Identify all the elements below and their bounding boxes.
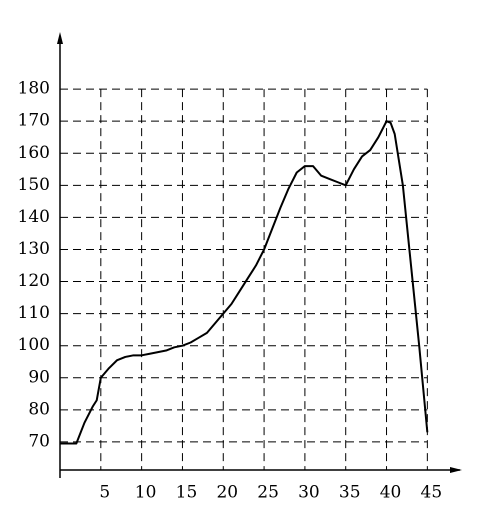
y-tick-label: 150 <box>18 175 50 195</box>
y-tick-label: 170 <box>18 111 50 131</box>
x-tick-label: 5 <box>99 483 110 503</box>
y-tick-label: 100 <box>18 335 50 355</box>
y-tick-label: 140 <box>18 207 50 227</box>
y-tick-label: 90 <box>28 367 50 387</box>
x-tick-label: 20 <box>216 483 238 503</box>
y-tick-label: 70 <box>28 431 50 451</box>
y-tick-label: 180 <box>18 79 50 99</box>
y-tick-label: 160 <box>18 143 50 163</box>
x-tick-label: 35 <box>339 483 361 503</box>
x-tick-label: 10 <box>135 483 157 503</box>
y-tick-label: 130 <box>18 239 50 259</box>
y-tick-label: 80 <box>28 399 50 419</box>
y-axis-arrow <box>57 32 63 44</box>
x-tick-label: 40 <box>380 483 402 503</box>
x-tick-label: 45 <box>421 483 443 503</box>
x-axis-arrow <box>450 467 462 473</box>
x-tick-label: 25 <box>257 483 279 503</box>
data-line <box>60 120 429 445</box>
y-tick-label: 120 <box>18 271 50 291</box>
y-tick-label: 110 <box>18 303 50 323</box>
x-tick-label: 15 <box>176 483 198 503</box>
x-tick-label: 30 <box>298 483 320 503</box>
